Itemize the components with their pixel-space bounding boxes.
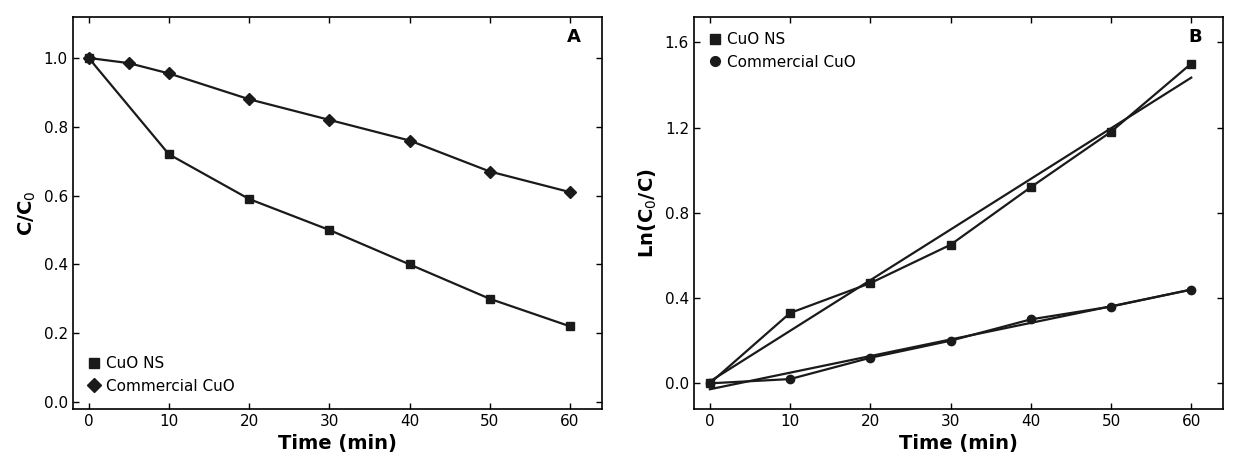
Commercial CuO (863, 355, 878, 360)
Line: CuO NS: CuO NS (84, 54, 574, 330)
Commercial CuO (1184, 287, 1199, 292)
CuO NS (563, 323, 578, 329)
Line: Commercial CuO: Commercial CuO (84, 54, 574, 196)
Commercial CuO (402, 138, 417, 143)
Commercial CuO (161, 70, 176, 76)
Commercial CuO (1023, 317, 1038, 322)
Commercial CuO (322, 117, 337, 123)
Commercial CuO (563, 189, 578, 195)
CuO NS (944, 242, 959, 248)
CuO NS (1184, 61, 1199, 66)
Commercial CuO (82, 55, 97, 61)
X-axis label: Time (min): Time (min) (278, 434, 397, 454)
Commercial CuO (482, 169, 497, 174)
CuO NS (782, 310, 797, 316)
CuO NS (402, 262, 417, 267)
Commercial CuO (702, 381, 717, 386)
Y-axis label: Ln(C$_0$/C): Ln(C$_0$/C) (637, 168, 660, 258)
CuO NS (482, 296, 497, 302)
Y-axis label: C/C$_0$: C/C$_0$ (16, 190, 38, 235)
X-axis label: Time (min): Time (min) (899, 434, 1018, 454)
CuO NS (863, 280, 878, 286)
Legend: CuO NS, Commercial CuO: CuO NS, Commercial CuO (702, 24, 864, 77)
Line: Commercial CuO: Commercial CuO (706, 285, 1195, 387)
Commercial CuO (1104, 304, 1118, 309)
CuO NS (1104, 129, 1118, 134)
CuO NS (161, 151, 176, 157)
CuO NS (82, 55, 97, 61)
CuO NS (322, 227, 337, 233)
CuO NS (1023, 184, 1038, 190)
CuO NS (702, 381, 717, 386)
Commercial CuO (782, 376, 797, 382)
Commercial CuO (122, 60, 136, 66)
Commercial CuO (242, 96, 257, 102)
Line: CuO NS: CuO NS (706, 59, 1195, 387)
CuO NS (242, 196, 257, 202)
Text: A: A (567, 28, 582, 47)
Text: B: B (1188, 28, 1202, 47)
Commercial CuO (944, 338, 959, 344)
Legend: CuO NS, Commercial CuO: CuO NS, Commercial CuO (81, 348, 243, 401)
